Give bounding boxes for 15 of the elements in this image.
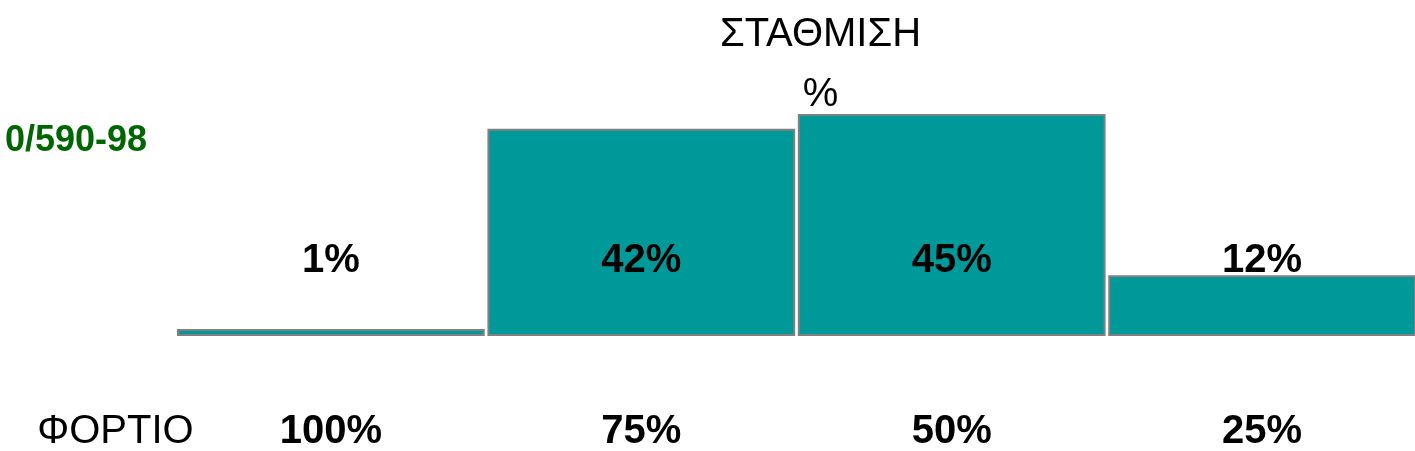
text: 0/590-98 [5,118,148,159]
x-tick-label: 75% [601,406,682,451]
bar [177,329,485,336]
data-label: 1% [301,236,360,280]
bar [1108,275,1415,336]
bar [797,114,1106,336]
bar [487,128,796,336]
x-tick-label: 25% [1222,406,1303,451]
data-label: 12% [1222,236,1303,280]
chart-title: ΣΤΑΘΜΙΣΗ % [719,10,922,114]
x-tick-label: 50% [911,406,992,451]
data-label: 42% [601,236,682,280]
data-label: 45% [911,236,992,280]
x-axis-title: ΦΟΡΤΙΟ [37,406,194,451]
x-tick-label: 100% [279,406,383,451]
